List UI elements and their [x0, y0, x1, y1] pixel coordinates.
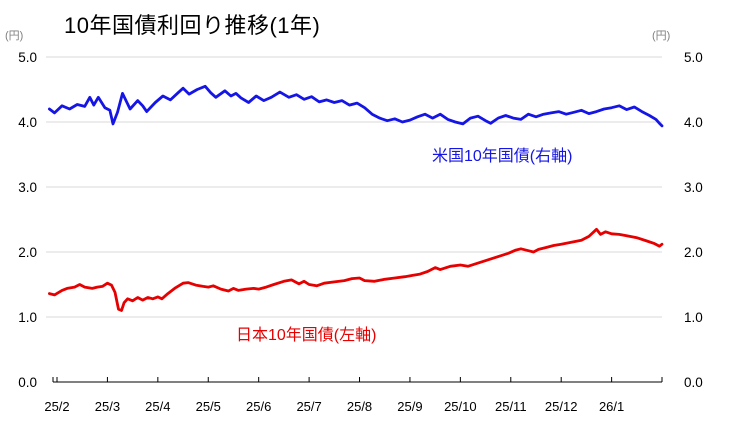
x-tick-label: 25/5 — [196, 399, 221, 414]
x-tick-label: 25/9 — [397, 399, 422, 414]
left-axis-tick-label: 0.0 — [18, 375, 37, 390]
right-axis-unit-label: (円) — [652, 30, 671, 42]
x-tick-label: 25/12 — [545, 399, 578, 414]
japan-10y-line — [48, 227, 664, 312]
right-axis-tick-label: 4.0 — [684, 115, 703, 130]
left-axis-unit-label: (円) — [5, 30, 24, 42]
x-tick-label: 25/2 — [44, 399, 69, 414]
right-axis-tick-label: 1.0 — [684, 310, 703, 325]
x-tick-label: 25/3 — [95, 399, 120, 414]
left-axis-tick-label: 2.0 — [18, 245, 37, 260]
left-axis-tick-label: 3.0 — [18, 180, 37, 195]
x-tick-label: 25/4 — [145, 399, 170, 414]
japan-series-annotation: 日本10年国債(左軸) — [236, 327, 377, 344]
right-axis-tick-label: 3.0 — [684, 180, 703, 195]
us-10y-line — [48, 84, 664, 128]
x-tick-label: 25/10 — [444, 399, 477, 414]
x-tick-label: 26/1 — [599, 399, 624, 414]
left-axis-tick-label: 4.0 — [18, 115, 37, 130]
left-axis-tick-label: 5.0 — [18, 50, 37, 65]
right-axis-tick-label: 5.0 — [684, 50, 703, 65]
x-tick-label: 25/8 — [347, 399, 372, 414]
right-axis-tick-label: 0.0 — [684, 375, 703, 390]
x-tick-label: 25/6 — [246, 399, 271, 414]
x-tick-label: 25/11 — [495, 399, 527, 414]
x-tick-label: 25/7 — [296, 399, 321, 414]
right-axis-tick-label: 2.0 — [684, 245, 703, 260]
chart-title: 10年国債利回り推移(1年) — [64, 13, 321, 38]
left-axis-tick-label: 1.0 — [18, 310, 37, 325]
us-series-annotation: 米国10年国債(右軸) — [432, 148, 573, 165]
